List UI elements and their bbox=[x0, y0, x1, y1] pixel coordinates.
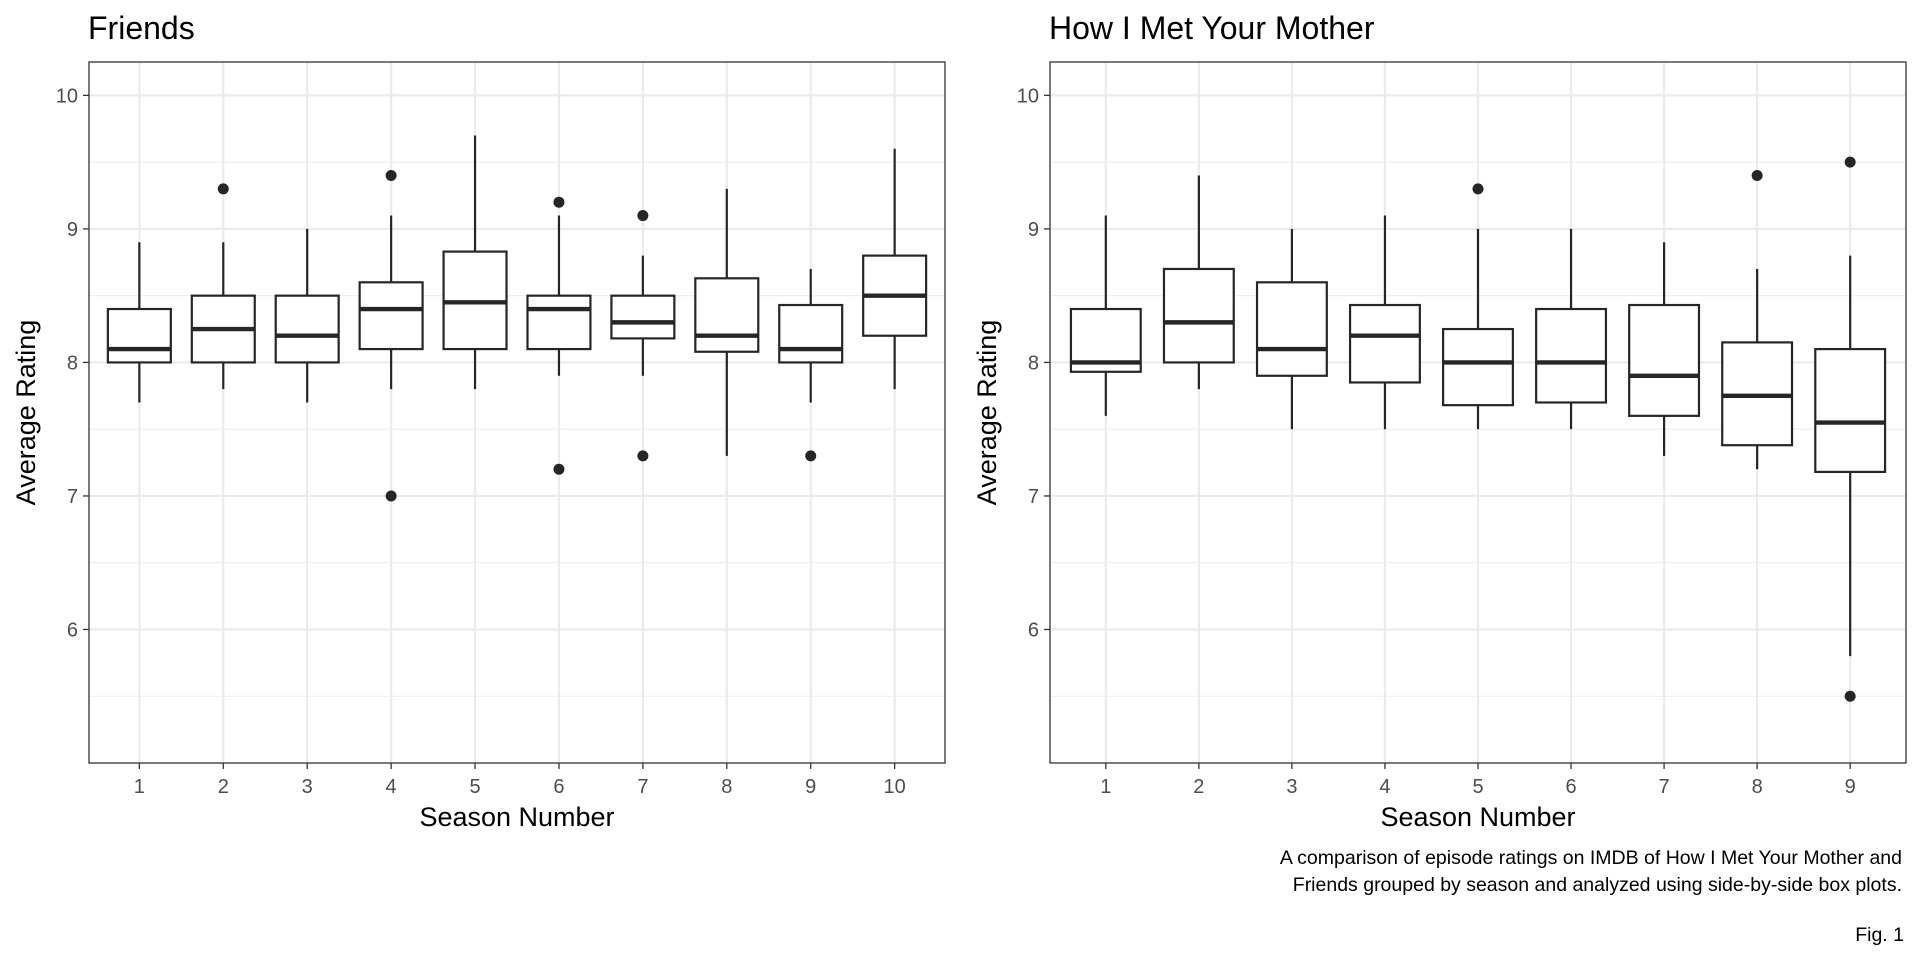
box-season-3 bbox=[274, 228, 340, 403]
x-axis-label: Season Number bbox=[419, 802, 614, 832]
y-tick-label: 10 bbox=[1017, 85, 1039, 107]
box-season-9 bbox=[778, 268, 844, 462]
iqr-box bbox=[1814, 347, 1887, 474]
outlier-point bbox=[553, 463, 565, 475]
x-tick-label: 5 bbox=[469, 776, 480, 798]
box-season-2 bbox=[1162, 175, 1235, 390]
outlier-point bbox=[385, 169, 397, 181]
x-tick-label: 8 bbox=[721, 776, 732, 798]
figure-label: Fig. 1 bbox=[1855, 924, 1904, 946]
y-tick-label: 6 bbox=[1028, 619, 1039, 641]
friends-panel: 6 7 8 9 10 1 2 3 4 5 6 7 8 9 10 Friends Season Number Ave… bbox=[11, 10, 946, 832]
x-tick-label: 1 bbox=[134, 776, 145, 798]
iqr-box bbox=[358, 281, 424, 351]
x-tick-label: 3 bbox=[302, 776, 313, 798]
panel-background bbox=[89, 62, 945, 763]
y-tick-label: 9 bbox=[67, 219, 78, 241]
iqr-box bbox=[1348, 303, 1421, 384]
x-tick-label: 6 bbox=[553, 776, 564, 798]
box-season-10 bbox=[862, 148, 928, 390]
y-tick-label: 8 bbox=[67, 352, 78, 374]
box-season-4 bbox=[1348, 215, 1421, 430]
y-tick-label: 7 bbox=[67, 486, 78, 508]
x-tick-label: 10 bbox=[884, 776, 906, 798]
box-season-6 bbox=[526, 196, 592, 475]
y-tick-label: 7 bbox=[1028, 486, 1039, 508]
outlier-point bbox=[553, 196, 565, 208]
iqr-box bbox=[1255, 281, 1328, 377]
outlier-point bbox=[637, 450, 649, 462]
panel-title: Friends bbox=[88, 10, 195, 46]
iqr-box bbox=[1628, 303, 1701, 417]
iqr-box bbox=[1535, 307, 1608, 404]
himym-panel: 6 7 8 9 10 1 2 3 4 5 6 7 8 9 How I Met Your Mother Seas… bbox=[972, 10, 1907, 832]
iqr-box bbox=[526, 294, 592, 351]
outlier-point bbox=[1472, 183, 1484, 195]
box-season-9 bbox=[1814, 156, 1887, 702]
caption-line-2: Friends grouped by season and analyzed u… bbox=[1293, 874, 1902, 896]
x-tick-label: 4 bbox=[386, 776, 397, 798]
x-tick-label: 6 bbox=[1565, 776, 1576, 798]
x-tick-label: 2 bbox=[1193, 776, 1204, 798]
x-tick-label: 8 bbox=[1752, 776, 1763, 798]
box-season-1 bbox=[1069, 215, 1142, 416]
box-season-7 bbox=[1628, 242, 1701, 456]
y-tick-label: 6 bbox=[67, 619, 78, 641]
panel-title: How I Met Your Mother bbox=[1049, 10, 1375, 46]
iqr-box bbox=[106, 307, 172, 364]
iqr-box bbox=[1442, 327, 1514, 407]
box-season-3 bbox=[1255, 228, 1328, 430]
box-season-4 bbox=[358, 169, 424, 502]
box-season-5 bbox=[1442, 183, 1514, 430]
outlier-point bbox=[1844, 156, 1856, 168]
x-tick-label: 7 bbox=[637, 776, 648, 798]
box-season-5 bbox=[442, 135, 508, 390]
x-tick-label: 9 bbox=[1845, 776, 1856, 798]
iqr-box bbox=[1162, 267, 1235, 364]
x-tick-label: 2 bbox=[218, 776, 229, 798]
x-tick-label: 9 bbox=[805, 776, 816, 798]
x-tick-label: 7 bbox=[1659, 776, 1670, 798]
outlier-point bbox=[805, 450, 817, 462]
outlier-point bbox=[1751, 169, 1763, 181]
outlier-point bbox=[217, 183, 229, 195]
y-axis-label: Average Rating bbox=[11, 320, 41, 506]
box-season-8 bbox=[1721, 169, 1794, 470]
x-tick-label: 3 bbox=[1286, 776, 1297, 798]
y-axis-label: Average Rating bbox=[972, 320, 1002, 506]
y-tick-label: 10 bbox=[56, 85, 78, 107]
box-season-1 bbox=[106, 242, 172, 403]
box-season-7 bbox=[610, 210, 676, 462]
x-axis-label: Season Number bbox=[1380, 802, 1575, 832]
outlier-point bbox=[385, 490, 397, 502]
panel-border bbox=[88, 61, 946, 764]
y-tick-label: 8 bbox=[1028, 352, 1039, 374]
box-season-2 bbox=[190, 183, 256, 390]
iqr-box bbox=[610, 294, 676, 340]
y-tick-label: 9 bbox=[1028, 219, 1039, 241]
caption-line-1: A comparison of episode ratings on IMDB … bbox=[1280, 847, 1902, 869]
box-season-8 bbox=[694, 188, 760, 456]
box-season-6 bbox=[1535, 228, 1608, 430]
outlier-point bbox=[1844, 690, 1856, 702]
iqr-box bbox=[778, 303, 844, 364]
x-tick-label: 5 bbox=[1472, 776, 1483, 798]
iqr-box bbox=[274, 294, 340, 364]
x-tick-label: 4 bbox=[1379, 776, 1390, 798]
iqr-box bbox=[694, 277, 760, 353]
x-tick-label: 1 bbox=[1100, 776, 1111, 798]
outlier-point bbox=[637, 210, 649, 222]
